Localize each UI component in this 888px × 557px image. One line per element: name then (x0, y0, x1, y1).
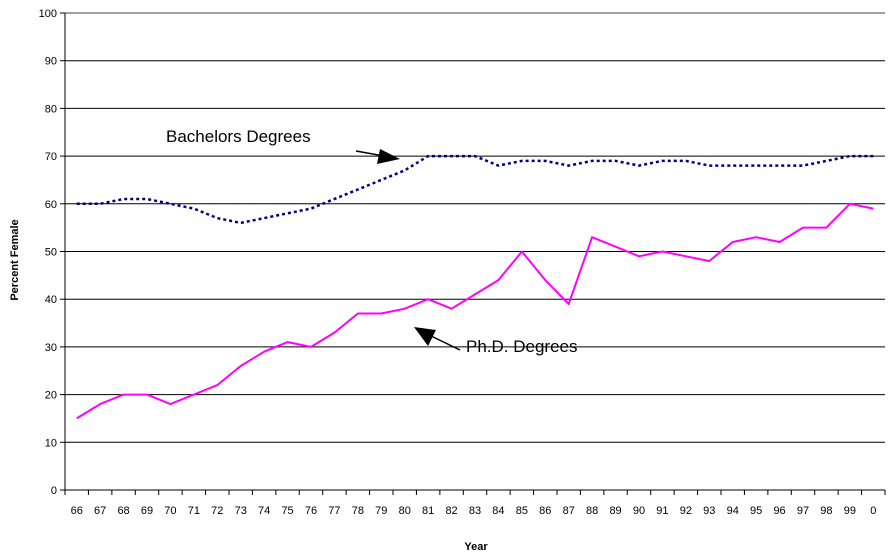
y-tick-label: 90 (45, 56, 57, 68)
x-tick-label: 87 (563, 505, 575, 517)
x-tick-label: 0 (870, 505, 876, 517)
x-axis-title: Year (464, 541, 488, 553)
x-tick-label: 76 (305, 505, 317, 517)
x-tick-label: 79 (375, 505, 387, 517)
x-tick-label: 84 (492, 505, 504, 517)
x-tick-label: 98 (820, 505, 832, 517)
x-tick-label: 80 (399, 505, 411, 517)
y-tick-label: 50 (45, 247, 57, 259)
x-tick-label: 99 (844, 505, 856, 517)
x-tick-label: 85 (516, 505, 528, 517)
axes (60, 12, 886, 495)
x-tick-label: 72 (211, 505, 223, 517)
x-tick-label: 97 (797, 505, 809, 517)
annotation-bachelors: Bachelors Degrees (166, 127, 400, 164)
series-layer (76, 154, 874, 420)
x-tick-label: 69 (141, 505, 153, 517)
x-tick-label: 70 (164, 505, 176, 517)
x-tick-labels: 66 67 68 69 70 71 72 73 74 75 76 77 78 79 80 81 82 83 84 85… (71, 505, 877, 517)
series-line-bachelors-degrees (76, 154, 874, 225)
y-tick-label: 20 (45, 390, 57, 402)
x-tick-label: 91 (656, 505, 668, 517)
annotation-bachelors-arrowhead (377, 149, 400, 164)
x-tick-label: 78 (352, 505, 364, 517)
y-tick-label: 70 (45, 151, 57, 163)
x-tick-label: 92 (680, 505, 692, 517)
x-tick-label: 73 (235, 505, 247, 517)
x-tick-label: 89 (609, 505, 621, 517)
x-tick-label: 94 (727, 505, 739, 517)
y-tick-label: 40 (45, 294, 57, 306)
x-tick-label: 71 (188, 505, 200, 517)
x-tick-label: 66 (71, 505, 83, 517)
series-line-ph-d-degrees (76, 202, 874, 420)
y-axis-title: Percent Female (9, 219, 21, 300)
y-tick-label: 60 (45, 199, 57, 211)
annotation-phd-label: Ph.D. Degrees (466, 337, 578, 356)
annotation-phd-arrowhead (414, 327, 436, 346)
y-tick-labels: 0 10 20 30 40 50 60 70 80 90 100 (39, 8, 57, 497)
x-tick-label: 75 (281, 505, 293, 517)
x-tick-label: 93 (703, 505, 715, 517)
y-tick-label: 10 (45, 437, 57, 449)
annotation-bachelors-label: Bachelors Degrees (166, 127, 311, 146)
x-tick-label: 82 (445, 505, 457, 517)
x-tick-label: 74 (258, 505, 270, 517)
x-tick-label: 68 (117, 505, 129, 517)
x-tick-label: 96 (773, 505, 785, 517)
x-tick-label: 83 (469, 505, 481, 517)
y-tick-label: 30 (45, 342, 57, 354)
x-tick-label: 95 (750, 505, 762, 517)
x-tick-label: 77 (328, 505, 340, 517)
y-tick-label: 0 (51, 485, 57, 497)
x-tick-label: 88 (586, 505, 598, 517)
x-tick-label: 67 (94, 505, 106, 517)
x-tick-label: 90 (633, 505, 645, 517)
y-tick-label: 100 (39, 8, 57, 20)
x-tick-label: 86 (539, 505, 551, 517)
annotation-phd: Ph.D. Degrees (414, 327, 578, 356)
gridlines (65, 12, 885, 443)
x-tick-label: 81 (422, 505, 434, 517)
y-tick-label: 80 (45, 103, 57, 115)
